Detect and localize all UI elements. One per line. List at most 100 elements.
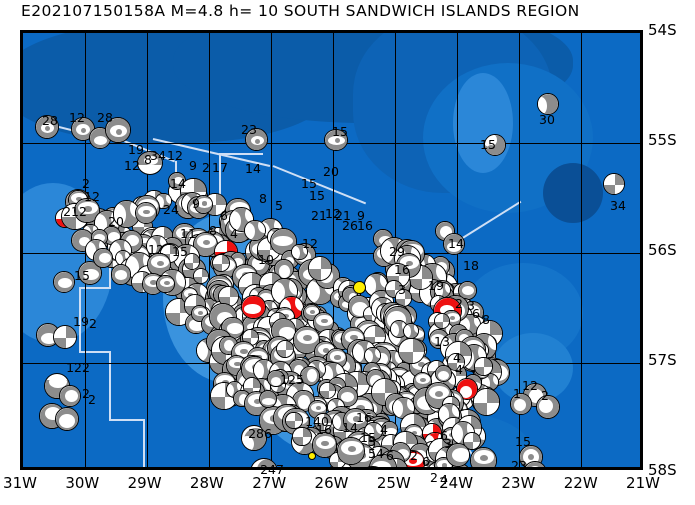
- depth-label: 19: [128, 142, 144, 157]
- focal-mechanism-beachball[interactable]: [111, 264, 132, 285]
- depth-label: 8: [144, 152, 152, 167]
- depth-label: 4: [380, 422, 388, 437]
- focal-mechanism-beachball[interactable]: [53, 271, 75, 293]
- depth-label: 19: [428, 278, 444, 293]
- focal-mechanism-beachball[interactable]: [59, 385, 81, 407]
- depth-label: 8: [482, 312, 490, 327]
- focal-mechanism-beachball[interactable]: [192, 268, 210, 285]
- map-plot-area[interactable]: [23, 33, 640, 467]
- x-axis-tick-label: 31W: [3, 474, 37, 492]
- focal-mechanism-beachball[interactable]: [35, 115, 59, 139]
- plate-boundary-segment: [79, 287, 111, 289]
- depth-label: 4: [230, 226, 238, 241]
- y-axis-tick-label: 55S: [648, 131, 677, 149]
- focal-mechanism-beachball[interactable]: [435, 365, 452, 383]
- focal-mechanism-beachball[interactable]: [307, 256, 332, 281]
- page-title: E202107150158A M=4.8 h= 10 SOUTH SANDWIC…: [21, 2, 580, 20]
- depth-label: 2: [430, 470, 438, 485]
- depth-label: 54: [368, 446, 384, 461]
- depth-label: 29: [389, 244, 405, 259]
- focal-mechanism-beachball[interactable]: [474, 357, 493, 376]
- plate-boundary-segment: [79, 351, 111, 353]
- gridline-vertical: [581, 33, 582, 467]
- depth-label: 16: [316, 422, 332, 437]
- focal-mechanism-beachball[interactable]: [291, 243, 309, 261]
- depth-label: 6: [386, 448, 394, 463]
- focal-mechanism-beachball[interactable]: [292, 426, 312, 446]
- x-axis-tick-label: 25W: [376, 474, 411, 492]
- y-axis-tick-label: 54S: [648, 21, 677, 39]
- x-axis-tick-label: 26W: [314, 474, 349, 492]
- focal-mechanism-beachball[interactable]: [312, 311, 335, 334]
- y-axis-tick-label: 57S: [648, 351, 677, 369]
- focal-mechanism-beachball[interactable]: [259, 390, 277, 409]
- focal-mechanism-beachball[interactable]: [193, 195, 213, 215]
- focal-mechanism-beachball[interactable]: [245, 128, 268, 151]
- depth-label: 14: [170, 176, 186, 191]
- depth-label: 12: [522, 378, 538, 393]
- depth-label: 4: [440, 472, 448, 487]
- focal-mechanism-beachball[interactable]: [536, 395, 560, 419]
- focal-mechanism-beachball[interactable]: [105, 117, 131, 143]
- depth-label: 20: [323, 164, 339, 179]
- depth-label: 17: [212, 160, 228, 175]
- x-axis-tick-label: 22W: [563, 474, 598, 492]
- depth-label: 9: [192, 196, 200, 211]
- focal-mechanism-beachball[interactable]: [212, 253, 231, 272]
- focal-mechanism-beachball[interactable]: [433, 312, 451, 330]
- depth-label: 28: [42, 113, 58, 128]
- depth-label: 24: [163, 202, 179, 217]
- focal-mechanism-beachball[interactable]: [74, 198, 100, 224]
- depth-label: 23: [511, 458, 527, 473]
- depth-label: 1: [513, 386, 521, 401]
- depth-label: 15: [172, 244, 188, 259]
- focal-mechanism-beachball[interactable]: [510, 393, 532, 415]
- depth-label: 6: [472, 306, 480, 321]
- bathymetry-patch: [453, 73, 513, 173]
- depth-label: 34: [150, 148, 166, 163]
- epicenter-marker[interactable]: [353, 281, 366, 294]
- focal-mechanism-beachball[interactable]: [184, 253, 201, 270]
- depth-label: 15: [332, 124, 348, 139]
- focal-mechanism-beachball[interactable]: [443, 233, 465, 255]
- depth-label: 247: [260, 462, 284, 477]
- focal-mechanism-beachball[interactable]: [156, 274, 176, 294]
- focal-mechanism-beachball[interactable]: [55, 407, 79, 431]
- depth-label: 5: [275, 198, 283, 213]
- depth-label: 9: [189, 158, 197, 173]
- focal-mechanism-beachball[interactable]: [402, 322, 420, 339]
- focal-mechanism-beachball[interactable]: [603, 173, 625, 195]
- focal-mechanism-beachball[interactable]: [93, 248, 113, 268]
- depth-label: 34: [610, 198, 626, 213]
- depth-label: 8: [259, 191, 267, 206]
- plate-boundary-segment: [79, 287, 81, 353]
- focal-mechanism-beachball[interactable]: [324, 129, 348, 151]
- depth-label: 19: [73, 314, 89, 329]
- x-axis-tick-label: 23W: [501, 474, 536, 492]
- depth-label: 15: [515, 434, 531, 449]
- plate-boundary-segment: [109, 255, 111, 289]
- depth-label: 125: [280, 372, 304, 387]
- depth-label: 12: [148, 242, 164, 257]
- depth-label: 13: [434, 334, 450, 349]
- focal-mechanism-beachball[interactable]: [270, 227, 298, 256]
- depth-label: 12: [302, 236, 318, 251]
- epicenter-marker-secondary[interactable]: [308, 452, 316, 460]
- focal-mechanism-beachball[interactable]: [53, 325, 77, 349]
- focal-mechanism-beachball[interactable]: [484, 134, 506, 156]
- depth-label: 3: [398, 282, 406, 297]
- gridline-vertical: [519, 33, 520, 467]
- depth-label: 2: [455, 296, 463, 311]
- focal-mechanism-beachball[interactable]: [137, 151, 163, 175]
- depth-label: 20: [108, 214, 124, 229]
- depth-label: 11: [180, 226, 196, 241]
- map-frame[interactable]: [20, 30, 643, 470]
- focal-mechanism-beachball[interactable]: [192, 231, 219, 258]
- focal-mechanism-beachball[interactable]: [244, 219, 266, 241]
- focal-mechanism-beachball[interactable]: [398, 337, 426, 365]
- depth-label: 14: [448, 236, 464, 251]
- focal-mechanism-beachball[interactable]: [241, 294, 266, 320]
- focal-mechanism-beachball[interactable]: [134, 202, 157, 225]
- focal-mechanism-beachball[interactable]: [275, 339, 294, 359]
- focal-mechanism-beachball[interactable]: [537, 93, 559, 115]
